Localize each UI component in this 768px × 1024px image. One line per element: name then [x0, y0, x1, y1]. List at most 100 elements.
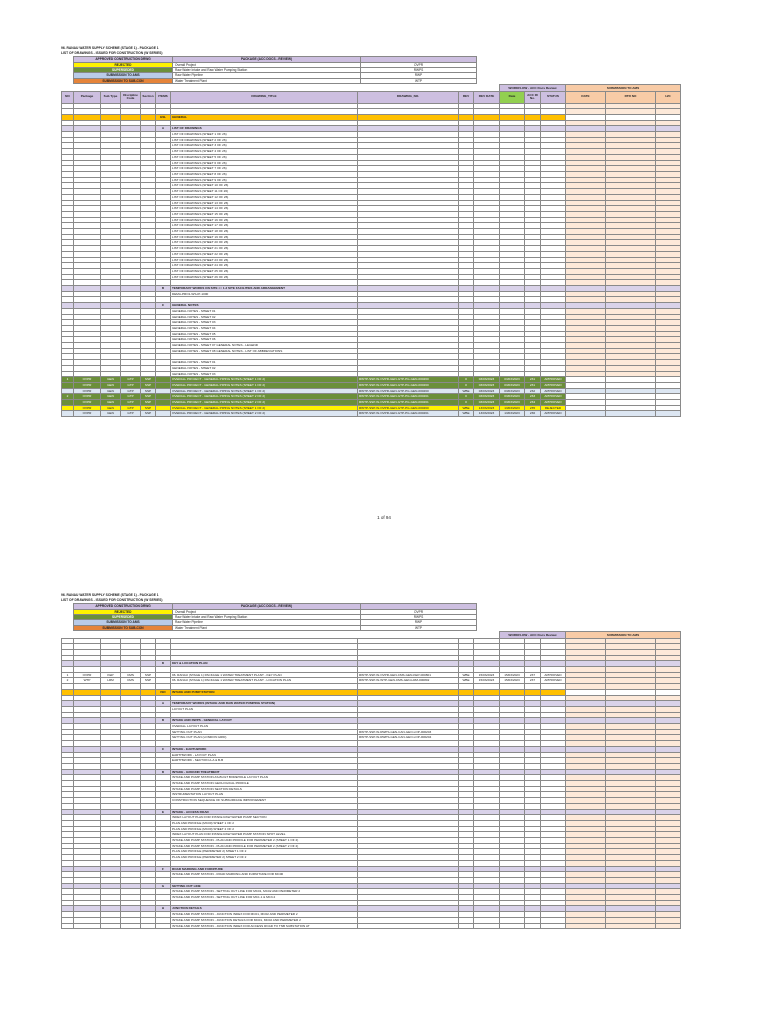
- submission-header: SUBMISSION TO AMS: [564, 84, 682, 92]
- cell-d3: [654, 723, 682, 730]
- column-header: Date: [499, 90, 525, 104]
- table-row: LIST OF DRAWINGS (SHEET 17 OF 26): [61, 222, 682, 230]
- table-row: [61, 740, 682, 747]
- column-header: Sub Type: [100, 90, 121, 104]
- table-row: [61, 102, 682, 110]
- table-row: LIST OF DRAWINGS (SHEET 3 OF 26): [61, 142, 682, 150]
- cell-no: [61, 410, 74, 418]
- table-row: LIST OF DRAWINGS (SHEET 11 OF 26): [61, 188, 682, 195]
- submission-header: SUBMISSION TO AMS: [564, 631, 682, 639]
- cell-d3: [654, 888, 682, 896]
- table-row: LIST OF DRAWINGS (SHEET 16 OF 26): [61, 216, 682, 224]
- column-header: ACC ID No.: [524, 90, 541, 104]
- table-row: [61, 654, 682, 662]
- table-row: C GENERAL NOTES: [61, 302, 682, 309]
- table-row: LIST OF DRAWINGS (SHEET 4 OF 26): [61, 148, 682, 155]
- cell-d3: [654, 871, 682, 878]
- column-header: Package: [73, 90, 101, 104]
- table-row: INTAKE AND PUMP STATION - JUNCTION INDEX…: [61, 911, 682, 918]
- column-header: REV: [458, 90, 474, 104]
- table-row: LIST OF DRAWINGS (SHEET 10 OF 26): [61, 182, 682, 190]
- legend-package-code: OVPR: [360, 61, 477, 69]
- cell-d3: [654, 837, 682, 844]
- table-row: OVPR GEN GTP SSP OVERALL PROJECT - GENERAL P…: [61, 410, 682, 418]
- cell-drawing-title: OVERALL PROJECT - GENERAL PIPING NOTES (…: [170, 410, 358, 418]
- legend-row: SUBMISSION TO SUB-CON Water Treatment Pla…: [73, 624, 477, 632]
- table-row: 1 OVPR GEN GTP SSP OVERALL PROJECT - GENERAL …: [61, 376, 682, 383]
- table-row: OVPR GEN GTP SSP OVERALL PROJECT - GENERAL P…: [61, 399, 682, 406]
- cell-d3: [654, 819, 682, 827]
- column-header: Section: [140, 90, 156, 104]
- cell-revdate: 13/03/2023: [473, 410, 500, 418]
- table-row: EARTHWORK - LAYOUT PLAN: [61, 751, 682, 759]
- cell-d2: [605, 922, 656, 930]
- table-row: LIST OF DRAWINGS (SHEET 20 OF 26): [61, 239, 682, 247]
- cell-d3: [654, 894, 682, 901]
- table-row: LIST OF DRAWINGS (SHEET 5 OF 26): [61, 153, 682, 161]
- cell-date: [499, 922, 525, 930]
- drawing-list-table: WORKFLOW - ACC Docs Review SUBMISSION TO…: [61, 84, 682, 418]
- legend-package-code: OVPR: [360, 608, 477, 616]
- table-row: C INTAKE - EARTHWORK: [61, 745, 682, 753]
- table-row: INDEX LAYOUT PLAN FOR INTAKE RAW WATER P…: [61, 814, 682, 821]
- table-row: 2 OVPR GEN GTP SSP OVERALL PROJECT - GENERAL …: [61, 393, 682, 401]
- cell-d3: [654, 774, 682, 782]
- cell-revdate: [473, 922, 500, 930]
- cell-d3: [654, 768, 682, 776]
- legend-package-code: RWPS: [360, 613, 477, 621]
- cell-d3: [654, 159, 682, 167]
- table-row: PLAN AND PROFILE (MC00) SHEET 1 OF 2: [61, 819, 682, 827]
- cell-rev: WBE: [458, 410, 474, 418]
- cell-d3: [654, 688, 682, 696]
- cell-d3: [654, 205, 682, 212]
- table-row: LIST OF DRAWINGS (SHEET 14 OF 26): [61, 205, 682, 212]
- table-row: CONSTRUCTION SEQUENCE OF SUBSURFACE IMPR…: [61, 797, 682, 804]
- cell-d3: [654, 233, 682, 241]
- table-row: INTAKE AND PUMP STATION - PLAN AND PROFI…: [61, 842, 682, 850]
- cell-d3: [654, 660, 682, 668]
- table-row: LIST OF DRAWINGS (SHEET 8 OF 26): [61, 171, 682, 178]
- cell-d3: [654, 780, 682, 787]
- table-row: INDEX LAYOUT PLAN FOR INTAKE RAW WATER P…: [61, 831, 682, 839]
- column-header: DRAWING_NO.: [357, 90, 459, 104]
- cell-acc: [524, 922, 541, 930]
- table-row: LIST OF DRAWINGS (SHEET 2 OF 26): [61, 136, 682, 144]
- table-row: INTAKE AND PUMP STATION - JUNCTION INDEX…: [61, 922, 682, 930]
- cell-d3: [654, 182, 682, 190]
- table-row: LIST OF DRAWINGS (SHEET 1 OF 26): [61, 131, 682, 138]
- cell-d3: [654, 911, 682, 918]
- cell-d3: [654, 791, 682, 799]
- table-row: LIST OF DRAWINGS (SHEET 26 OF 26): [61, 273, 682, 281]
- cell-d3: [654, 188, 682, 195]
- legend-row: SUBMISSION TO SUB-CON Water Treatment Pla…: [73, 77, 477, 85]
- cell-dwg: [357, 922, 459, 930]
- cell-pkg: [73, 922, 101, 930]
- cell-pkg: OVPR: [73, 410, 101, 418]
- status-legend: APPROVED CONSTRUCTION DRWG PACKAGE (ACC …: [73, 603, 477, 632]
- table-row: LIST OF DRAWINGS (SHEET 19 OF 26): [61, 233, 682, 241]
- table-row: [61, 649, 682, 656]
- table-row: LIST OF DRAWINGS (SHEET 13 OF 26): [61, 199, 682, 207]
- table-row: INTAKE AND PUMP STATION - JUNCTION DETAI…: [61, 916, 682, 924]
- cell-d3: [654, 193, 682, 201]
- cell-d3: [654, 705, 682, 713]
- table-row: INTAKE AND PUMP STATION - SETTING OUT LI…: [61, 894, 682, 901]
- table-row: A LIST OF DRAWINGS: [61, 125, 682, 133]
- table-row: GENERAL NOTES - SHEET 08 GENERAL NOTES -…: [61, 347, 682, 355]
- cell-d3: [654, 410, 682, 418]
- column-header: DATE: [565, 90, 606, 104]
- table-row: [61, 876, 682, 884]
- column-header: DTR NO: [605, 90, 656, 104]
- legend-package-code: RWPS: [360, 66, 477, 74]
- cell-d3: [654, 142, 682, 150]
- cell-d3: [654, 865, 682, 873]
- legend-status-swatch: SUBMISSION TO SUB-CON: [73, 77, 173, 85]
- legend-package-code: WTP: [360, 624, 477, 632]
- table-row: INTAKE AND PUMP STATION AS-BUILT BOREHOL…: [61, 774, 682, 782]
- cell-d3: [654, 228, 682, 235]
- cell-d3: [654, 176, 682, 184]
- table-row: [61, 762, 682, 770]
- cell-d3: [654, 905, 682, 913]
- table-row: SETTING OUT PLAN (LONDON GRID) RWTP-SSP-W…: [61, 734, 682, 742]
- cell-d3: [654, 290, 682, 298]
